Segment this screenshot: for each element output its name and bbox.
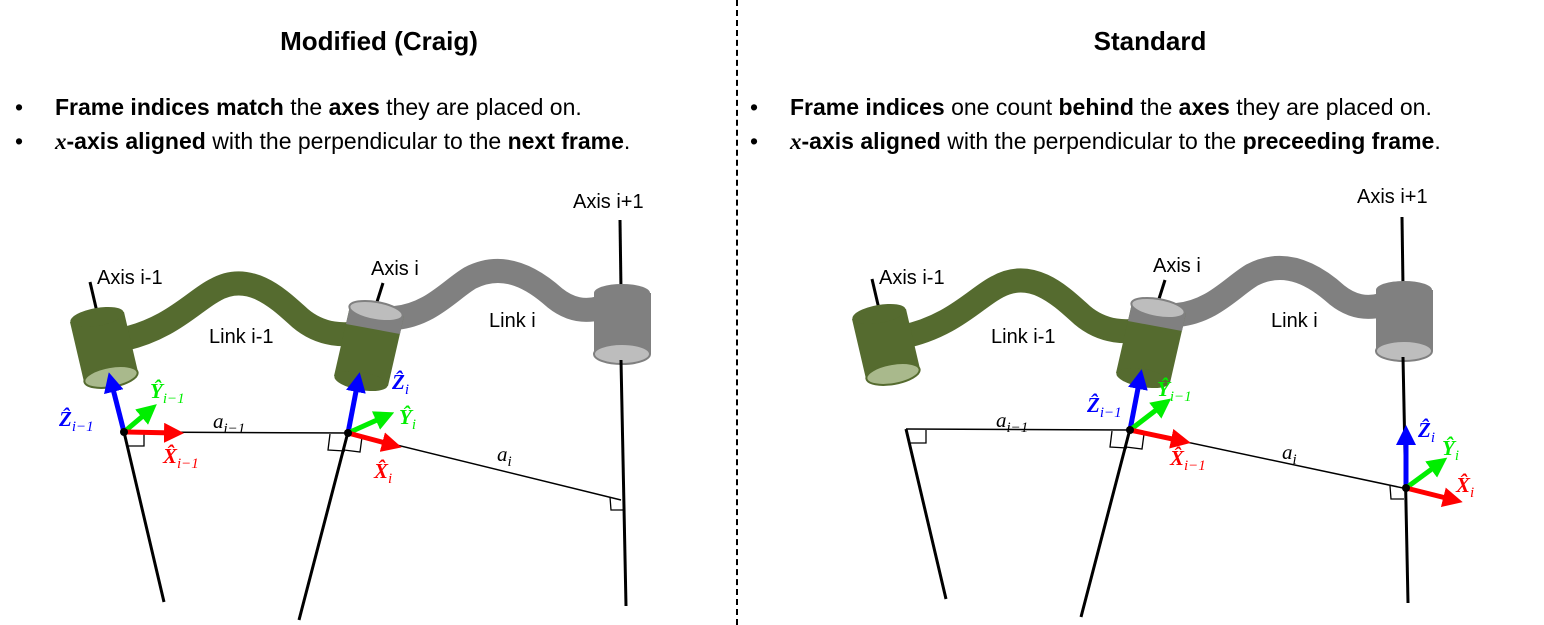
bullet-text: with the perpendicular to the: [940, 128, 1243, 154]
a-i-1-label-right: ai−1: [996, 408, 1028, 436]
z-axis-i-1-arrow: [104, 372, 127, 433]
math-x-symbol: x: [790, 129, 802, 154]
y-axis-i-1-arrow-right: [1128, 398, 1172, 432]
a-i-label-right: ai: [1282, 440, 1297, 468]
bullet-text: preceeding frame: [1242, 128, 1435, 154]
bullet-text: Frame indices: [790, 94, 945, 120]
x-i-label: X̂i: [373, 458, 392, 487]
bullet-dot: •: [15, 128, 24, 154]
z-i-label-right: Ẑi: [1417, 418, 1435, 446]
axis-i-1-label: Axis i-1: [97, 267, 163, 289]
bullet-text: they are placed on.: [379, 94, 582, 120]
x-i-label-right: X̂i: [1455, 472, 1474, 501]
bullet-text: next frame: [507, 128, 624, 154]
axis-i-line: [297, 431, 350, 621]
joint-i-cylinder: [334, 282, 404, 392]
bullet-dot: •: [750, 94, 759, 120]
bullet-text: axes: [328, 94, 380, 120]
left-diagram: Axis i-1 Axis i Axis i+1 Link i-1 Link i…: [58, 191, 651, 621]
y-i-1-label-right: Ŷi−1: [1157, 377, 1192, 405]
bullet-dot: •: [750, 128, 759, 154]
bullet-text: .: [1434, 128, 1441, 154]
a-i-1-label: ai−1: [213, 409, 245, 437]
axis-i-label: Axis i: [371, 258, 419, 280]
right-bullet-2: • x-axis aligned with the perpendicular t…: [750, 124, 1441, 159]
axis-i-label-right: Axis i: [1153, 255, 1201, 277]
link-i-1-label: Link i-1: [209, 326, 273, 348]
x-i-1-label-right: X̂i−1: [1169, 445, 1206, 474]
bullet-text: the: [283, 94, 329, 120]
axis-i-plus-1-label: Axis i+1: [573, 191, 644, 213]
link-i-body-right: [1165, 255, 1394, 327]
link-i-1-label-right: Link i-1: [991, 326, 1055, 348]
bullet-dot: •: [15, 94, 24, 120]
z-i-label: Ẑi: [391, 370, 409, 398]
joint-i-plus-1-cylinder: [593, 219, 651, 365]
link-i-label-right: Link i: [1271, 310, 1318, 332]
bullet-text: .: [623, 128, 631, 154]
x-i-1-label: X̂i−1: [162, 443, 199, 472]
z-axis-i-arrow: [345, 372, 366, 434]
right-angle-marks: [128, 433, 624, 511]
bullet-text: axes: [1178, 94, 1230, 120]
joint-i-plus-1-cylinder-right: [1375, 216, 1433, 362]
axis-i-plus-1-label-right: Axis i+1: [1357, 186, 1428, 208]
frame-i-1-origin: [120, 428, 128, 436]
bullet-text: they are placed on.: [1229, 94, 1432, 120]
right-angle-marks-right: [910, 430, 1404, 500]
bullet-text: -axis aligned: [801, 128, 941, 154]
frame-i-origin-right: [1402, 484, 1410, 492]
common-normal-a-i-1-right: [905, 428, 1131, 431]
x-axis-i-1-arrow: [123, 422, 184, 443]
link-i-label: Link i: [489, 310, 536, 332]
y-i-1-label: Ŷi−1: [150, 379, 185, 407]
left-panel-title: Modified (Craig): [280, 26, 478, 56]
left-bullet-list: • Frame indices match the axes they are p…: [15, 90, 630, 159]
x-axis-i-arrow-right: [1405, 485, 1463, 508]
bullet-text: -axis aligned: [66, 128, 206, 154]
y-axis-i-1-arrow: [122, 404, 157, 434]
y-i-label-right: Ŷi: [1442, 436, 1459, 464]
right-panel-title: Standard: [1093, 26, 1207, 56]
axis-i-1-label-right: Axis i-1: [879, 267, 945, 289]
axis-i-1-line: [122, 431, 166, 603]
frame-i-1-origin-right: [1126, 426, 1134, 434]
z-axis-i-1-arrow-right: [1127, 369, 1148, 431]
z-i-1-label-right: Ẑi−1: [1086, 393, 1122, 421]
right-diagram: Axis i-1 Axis i Axis i+1 Link i-1 Link i…: [852, 186, 1474, 618]
link-i-body: [383, 258, 612, 330]
x-axis-i-1-arrow-right: [1129, 427, 1191, 449]
y-axis-i-arrow-right: [1404, 457, 1448, 491]
link-i-1-body: [108, 271, 382, 352]
z-i-1-label: Ẑi−1: [58, 407, 94, 435]
right-bullet-1: • Frame indices one count behind the axes…: [750, 90, 1441, 124]
axis-i-1-line-right: [904, 428, 948, 600]
x-axis-i-arrow: [347, 430, 402, 452]
bullet-text: Frame indices match: [55, 94, 284, 120]
link-i-1-body-right: [890, 268, 1164, 349]
frame-i-origin: [344, 429, 352, 437]
axis-i-plus-1-line: [619, 359, 628, 607]
y-i-label: Ŷi: [399, 405, 416, 433]
y-axis-i-arrow: [346, 411, 395, 436]
joint-i-cylinder-right: [1116, 279, 1186, 389]
a-i-label: ai: [497, 442, 512, 470]
left-bullet-1: • Frame indices match the axes they are p…: [15, 90, 630, 124]
axis-i-line-right: [1079, 428, 1132, 618]
joint-i-1-cylinder: [70, 281, 139, 389]
panel-divider: [736, 0, 738, 625]
left-bullet-2: • x-axis aligned with the perpendicular t…: [15, 124, 630, 159]
joint-i-1-cylinder-right: [852, 278, 921, 386]
math-x-symbol: x: [55, 129, 67, 154]
right-bullet-list: • Frame indices one count behind the axes…: [750, 90, 1441, 159]
bullet-text: the: [1133, 94, 1179, 120]
bullet-text: with the perpendicular to the: [205, 128, 508, 154]
bullet-text: behind: [1058, 94, 1134, 120]
bullet-text: one count: [944, 94, 1059, 120]
